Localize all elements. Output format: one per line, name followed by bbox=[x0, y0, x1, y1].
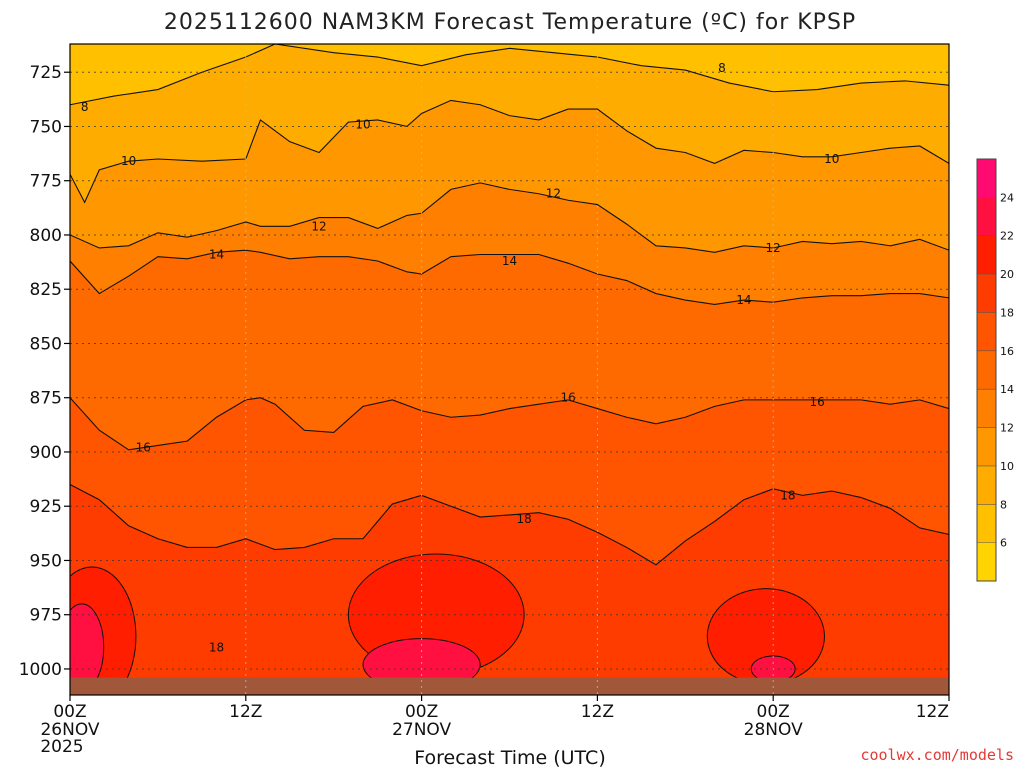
colorbar-frame bbox=[976, 158, 997, 582]
contour-label: 8 bbox=[718, 61, 726, 75]
colorbar-swatch bbox=[977, 389, 996, 428]
x-tick-date: 27NOV bbox=[392, 720, 451, 740]
terrain-surface bbox=[70, 677, 949, 695]
colorbar-label: 8 bbox=[1000, 498, 1007, 511]
contour-label: 18 bbox=[209, 640, 224, 654]
x-axis-label: Forecast Time (UTC) bbox=[414, 747, 605, 768]
isotherm-12 bbox=[70, 182, 949, 253]
x-tick-label: 00Z bbox=[405, 702, 438, 722]
chart-title: 2025112600 NAM3KM Forecast Temperature (… bbox=[164, 10, 856, 35]
y-tick-label: 1000 bbox=[19, 660, 62, 680]
plot-frame bbox=[69, 43, 950, 696]
colorbar-swatch bbox=[977, 197, 996, 236]
y-tick-label: 775 bbox=[30, 172, 62, 192]
isotherm-14 bbox=[70, 249, 949, 305]
colorbar-label: 24 bbox=[1000, 191, 1014, 204]
credit-text: coolwx.com/models bbox=[860, 746, 1014, 764]
x-tick-label: 12Z bbox=[581, 702, 614, 722]
contour-label: 18 bbox=[517, 512, 532, 526]
y-tick-label: 875 bbox=[30, 389, 62, 409]
colorbar-label: 6 bbox=[1000, 537, 1007, 550]
x-tick-label: 00Z bbox=[757, 702, 790, 722]
colorbar-swatch bbox=[977, 427, 996, 466]
colorbar-swatch bbox=[977, 274, 996, 313]
contour-label: 14 bbox=[502, 254, 517, 268]
contour-label: 8 bbox=[81, 100, 89, 114]
isotherm-10 bbox=[70, 99, 949, 204]
contour-label: 16 bbox=[136, 441, 151, 455]
contour-label: 10 bbox=[121, 154, 136, 168]
y-tick-label: 850 bbox=[30, 334, 62, 354]
colorbar-swatch bbox=[977, 312, 996, 351]
y-tick-label: 925 bbox=[30, 497, 62, 517]
y-tick-label: 800 bbox=[30, 226, 62, 246]
x-tick-year: 2025 bbox=[40, 737, 83, 757]
isotherm-16 bbox=[70, 397, 949, 451]
colorbar-swatch bbox=[977, 542, 996, 581]
colorbar-swatch bbox=[977, 159, 996, 198]
x-tick-label: 12Z bbox=[229, 702, 262, 722]
contour-label: 12 bbox=[546, 187, 561, 201]
isotherm-18 bbox=[70, 484, 949, 566]
colorbar: 6 8 10 12 14 16 18 20 22 24 bbox=[976, 158, 1014, 582]
colorbar-label: 14 bbox=[1000, 383, 1014, 396]
warm-pocket-22 bbox=[70, 603, 105, 692]
colorbar-label: 20 bbox=[1000, 268, 1014, 281]
contour-label: 14 bbox=[736, 293, 751, 307]
isotherm-8 bbox=[70, 44, 949, 106]
colorbar-swatch bbox=[977, 235, 996, 275]
contour-label: 16 bbox=[810, 395, 825, 409]
colorbar-label: 22 bbox=[1000, 230, 1014, 243]
colorbar-label: 18 bbox=[1000, 306, 1014, 319]
y-tick-label: 975 bbox=[30, 606, 62, 626]
contour-label: 12 bbox=[766, 241, 781, 255]
y-tick-label: 950 bbox=[30, 551, 62, 571]
contour-label: 10 bbox=[824, 152, 839, 166]
colorbar-label: 10 bbox=[1000, 460, 1014, 473]
colorbar-swatch bbox=[977, 465, 996, 505]
x-tick-date: 28NOV bbox=[744, 720, 803, 740]
y-tick-label: 750 bbox=[30, 117, 62, 137]
contour-label: 12 bbox=[311, 219, 326, 233]
contour-label: 18 bbox=[780, 488, 795, 502]
contour-label: 14 bbox=[209, 247, 224, 261]
colorbar-label: 12 bbox=[1000, 422, 1014, 435]
y-axis: 725 750 775 800 825 850 875 900 925 950 975 1000 bbox=[19, 63, 70, 680]
colorbar-swatch bbox=[977, 504, 996, 543]
y-tick-label: 825 bbox=[30, 280, 62, 300]
y-tick-label: 725 bbox=[30, 63, 62, 83]
contour-label: 10 bbox=[355, 117, 370, 131]
x-tick-label: 12Z bbox=[916, 702, 949, 722]
x-tick-date: 26NOV bbox=[40, 720, 99, 740]
y-tick-label: 900 bbox=[30, 443, 62, 463]
colorbar-label: 16 bbox=[1000, 345, 1014, 358]
colorbar-swatch bbox=[977, 350, 996, 390]
x-tick-label: 00Z bbox=[53, 702, 86, 722]
